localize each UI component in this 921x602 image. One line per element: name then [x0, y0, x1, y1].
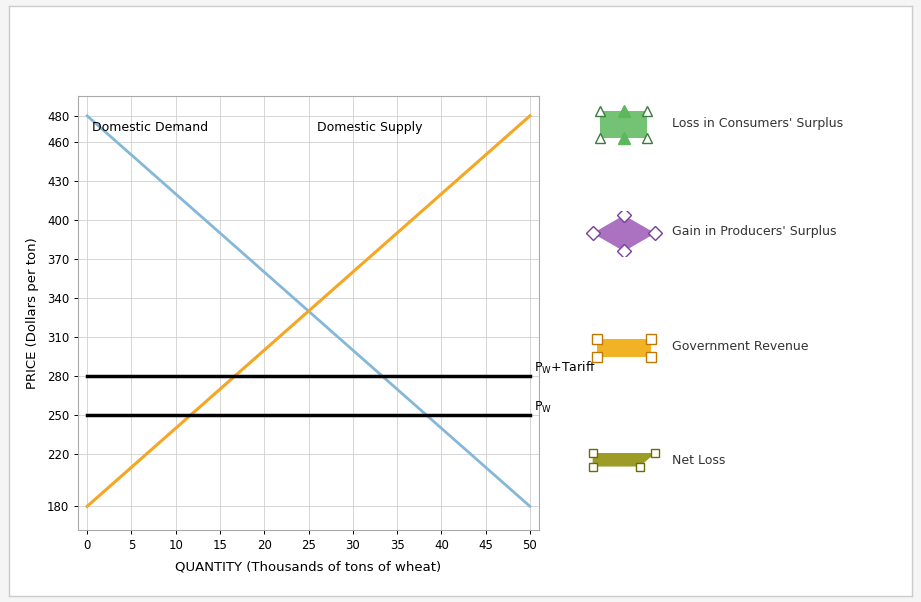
- Text: Gain in Producers' Surplus: Gain in Producers' Surplus: [672, 225, 837, 238]
- Text: $\mathregular{P_W}$+Tariff: $\mathregular{P_W}$+Tariff: [534, 360, 597, 376]
- Polygon shape: [592, 216, 655, 252]
- Text: Government Revenue: Government Revenue: [672, 340, 809, 353]
- Text: Loss in Consumers' Surplus: Loss in Consumers' Surplus: [672, 117, 844, 130]
- Polygon shape: [592, 453, 655, 467]
- Y-axis label: PRICE (Dollars per ton): PRICE (Dollars per ton): [26, 237, 39, 389]
- Polygon shape: [597, 338, 651, 356]
- Text: $\mathregular{P_W}$: $\mathregular{P_W}$: [534, 400, 553, 415]
- Text: Net Loss: Net Loss: [672, 454, 726, 467]
- Polygon shape: [600, 111, 647, 138]
- Text: Domestic Supply: Domestic Supply: [318, 121, 423, 134]
- Text: Domestic Demand: Domestic Demand: [91, 121, 208, 134]
- X-axis label: QUANTITY (Thousands of tons of wheat): QUANTITY (Thousands of tons of wheat): [176, 560, 441, 573]
